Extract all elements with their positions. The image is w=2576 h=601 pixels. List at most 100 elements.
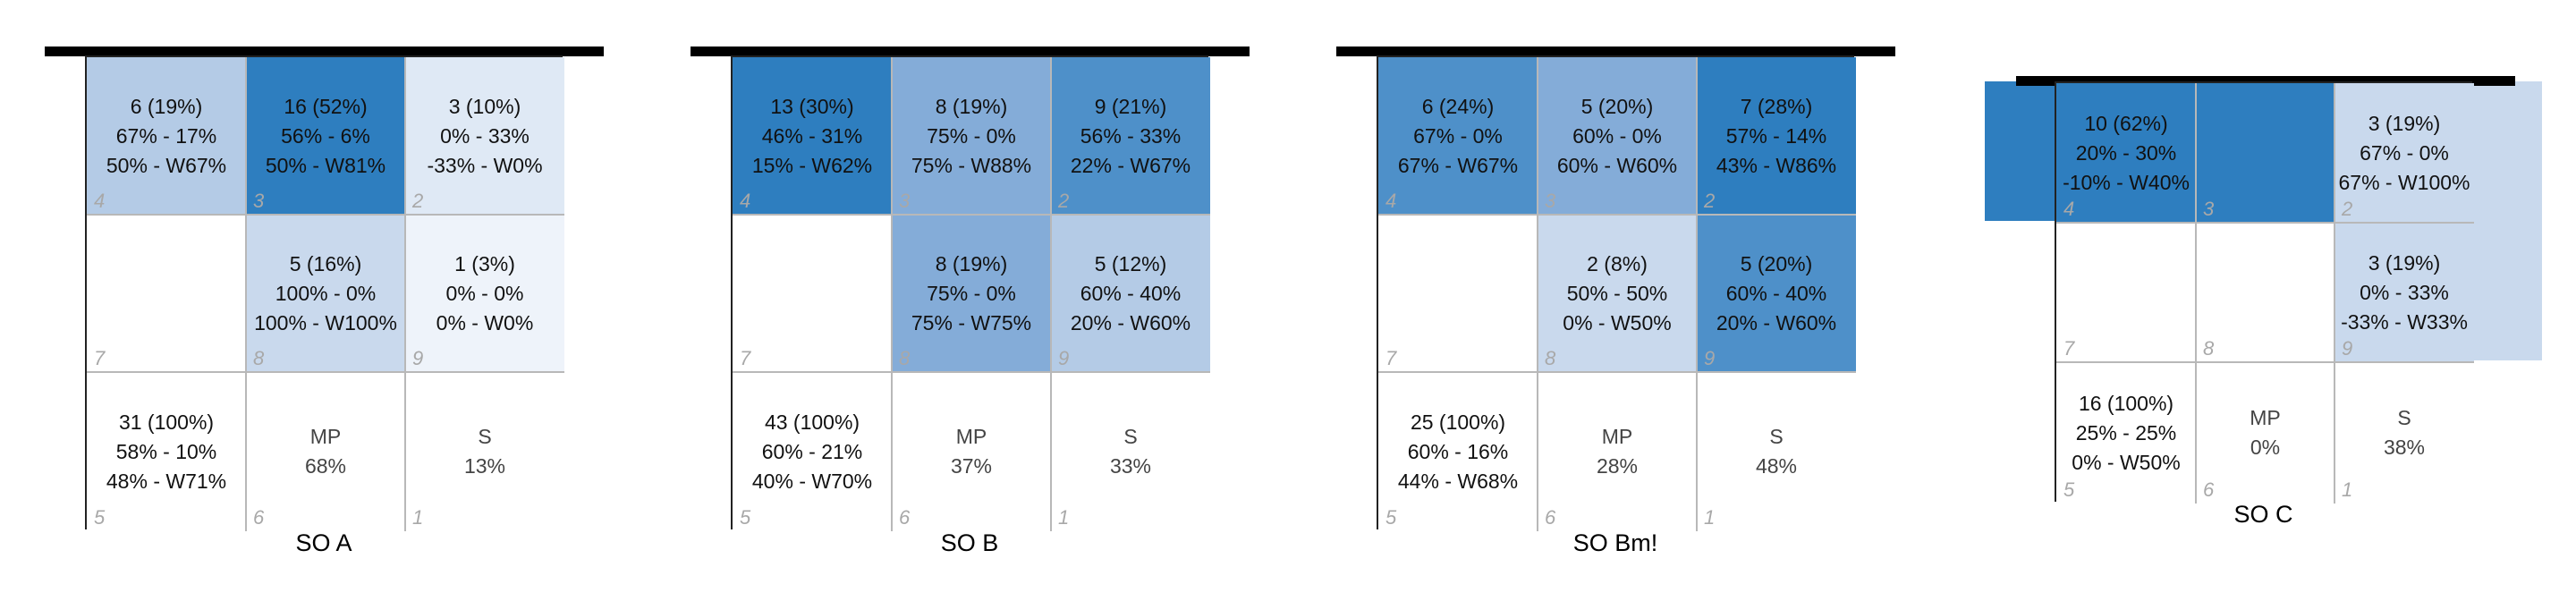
grid-line-horizontal [1378, 214, 1856, 216]
grid-line-horizontal [87, 214, 564, 216]
cell-number: 3 [253, 190, 265, 212]
cell-text-line: 2 (8%) [1587, 251, 1648, 275]
cell-text-line: 50% - W67% [106, 153, 227, 177]
cell-text-line: 10 (62%) [2084, 111, 2168, 135]
grid-line-horizontal [87, 371, 564, 373]
grid-line-horizontal [733, 371, 1210, 373]
cell-text-line: 60% - W60% [1556, 153, 1678, 177]
cell-number: 1 [412, 506, 424, 529]
panel-top-bar [691, 47, 1250, 56]
cell-1: S 38% 1 [2334, 362, 2474, 504]
cell-number: 3 [2203, 198, 2215, 220]
cell-text-line: 3 (10%) [448, 94, 521, 118]
cell-text-line: 16 (52%) [284, 94, 368, 118]
grid-line-horizontal [733, 214, 1210, 216]
cell-number: 2 [2342, 198, 2353, 220]
cell-text-line: 13 (30%) [770, 94, 854, 118]
cell-text-line: 43% - W86% [1716, 153, 1837, 177]
cell-number: 5 [740, 506, 751, 529]
cell-text-line: S [2397, 406, 2411, 429]
cell-text-line: 75% - W75% [911, 310, 1032, 334]
cell-1: S 48% 1 [1697, 372, 1856, 531]
cell-text-line: 67% - 0% [2360, 140, 2449, 165]
cell-text-line: 25 (100%) [1410, 410, 1506, 434]
cell-3: 3 [2196, 83, 2334, 223]
grid-line-vertical [1696, 57, 1698, 531]
cell-8: 8 (19%) 75% - 0% 75% - W75% 8 [892, 215, 1051, 372]
panel-top-bar [45, 47, 604, 56]
cell-number: 5 [94, 506, 106, 529]
cell-2: 7 (28%) 57% - 14% 43% - W86% 2 [1697, 57, 1856, 215]
cell-text-line: 22% - W67% [1070, 153, 1191, 177]
grid-line-horizontal [2056, 361, 2474, 363]
cell-number: 9 [1058, 347, 1070, 369]
cell-3: 16 (52%) 56% - 6% 50% - W81% 3 [246, 57, 405, 215]
cell-1: S 33% 1 [1051, 372, 1210, 531]
cell-number: 9 [412, 347, 424, 369]
cell-5: 43 (100%) 60% - 21% 40% - W70% 5 [733, 372, 892, 531]
cell-text-line: 0% - W50% [2072, 450, 2181, 474]
cell-9: 1 (3%) 0% - 0% 0% - W0% 9 [405, 215, 564, 372]
cell-number: 3 [899, 190, 911, 212]
cell-7: 7 [1378, 215, 1538, 372]
cell-text-line: -33% - W33% [2341, 309, 2468, 334]
panel-top-bar [2016, 76, 2515, 86]
cell-9: 5 (20%) 60% - 40% 20% - W60% 9 [1697, 215, 1856, 372]
cell-text-line: 5 (16%) [289, 251, 362, 275]
grid-line-vertical [891, 57, 893, 531]
grid-panel-2: 13 (30%) 46% - 31% 15% - W62% 4 8 (19%) 75% -… [731, 55, 1210, 531]
grid-line-vertical [245, 57, 247, 531]
cell-number: 7 [1385, 347, 1397, 369]
cell-number: 6 [1545, 506, 1556, 529]
cell-text-line: 20% - 30% [2075, 140, 2177, 165]
cell-text-line: 0% - 33% [440, 123, 530, 148]
cell-text-line: 0% - 0% [445, 281, 524, 305]
cell-text-line: 5 (20%) [1740, 251, 1813, 275]
cell-text-line: 68% [304, 454, 347, 478]
cell-4: 10 (62%) 20% - 30% -10% - W40% 4 [2056, 83, 2196, 223]
cell-5: 16 (100%) 25% - 25% 0% - W50% 5 [2056, 362, 2196, 504]
cell-7: 7 [733, 215, 892, 372]
cell-number: 8 [2203, 337, 2215, 360]
cell-number: 5 [2063, 478, 2075, 501]
cell-number: 6 [899, 506, 911, 529]
cell-text-line: 28% [1596, 454, 1639, 478]
cell-text-line: MP [309, 425, 342, 448]
grid-line-horizontal [1378, 371, 1856, 373]
cell-text-line: 13% [463, 454, 506, 478]
cell-5: 25 (100%) 60% - 16% 44% - W68% 5 [1378, 372, 1538, 531]
cell-8: 8 [2196, 223, 2334, 362]
cell-text-line: 31 (100%) [118, 410, 215, 434]
cell-text-line: 46% - 31% [761, 123, 863, 148]
cell-4: 6 (19%) 67% - 17% 50% - W67% 4 [87, 57, 246, 215]
cell-number: 5 [1385, 506, 1397, 529]
cell-text-line: 20% - W60% [1070, 310, 1191, 334]
cell-text-line: 38% [2383, 436, 2426, 459]
grid-line-vertical [2334, 83, 2335, 504]
cell-number: 8 [253, 347, 265, 369]
cell-number: 1 [1058, 506, 1070, 529]
cell-text-line: 7 (28%) [1740, 94, 1813, 118]
cell-text-line: 100% - 0% [275, 281, 377, 305]
grid-line-vertical [1050, 57, 1052, 531]
cell-5: 31 (100%) 58% - 10% 48% - W71% 5 [87, 372, 246, 531]
cell-text-line: 75% - W88% [911, 153, 1032, 177]
cell-text-line: 6 (19%) [130, 94, 203, 118]
cell-2: 3 (19%) 67% - 0% 67% - W100% 2 [2334, 83, 2474, 223]
cell-text-line: 9 (21%) [1094, 94, 1167, 118]
cell-8: 2 (8%) 50% - 50% 0% - W50% 8 [1538, 215, 1697, 372]
cell-text-line: 16 (100%) [2078, 391, 2174, 415]
cell-text-line: 75% - 0% [927, 123, 1016, 148]
cell-text-line: 1 (3%) [454, 251, 515, 275]
cell-text-line: 0% - W50% [1563, 310, 1672, 334]
cell-4: 6 (24%) 67% - 0% 67% - W67% 4 [1378, 57, 1538, 215]
cell-text-line: 60% - 40% [1725, 281, 1827, 305]
cell-text-line: 60% - 21% [761, 439, 863, 463]
grid-panel-4: 10 (62%) 20% - 30% -10% - W40% 4 3 3 (19%) 67%… [2055, 81, 2474, 504]
cell-4: 13 (30%) 46% - 31% 15% - W62% 4 [733, 57, 892, 215]
grid-line-horizontal [2056, 222, 2474, 224]
cell-text-line: 100% - W100% [254, 310, 397, 334]
cell-number: 6 [253, 506, 265, 529]
cell-text-line: 67% - W100% [2338, 170, 2470, 194]
grid-line-vertical [1537, 57, 1538, 531]
